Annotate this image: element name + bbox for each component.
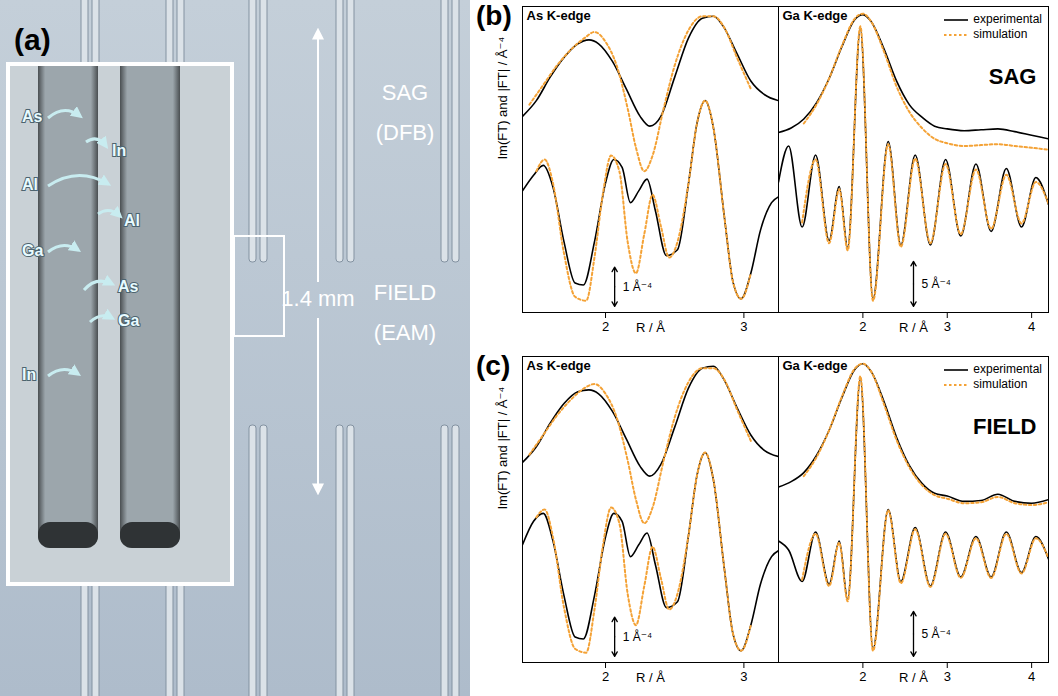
svg-text:1 Å⁻⁴: 1 Å⁻⁴ bbox=[623, 279, 653, 294]
svg-text:Im(FT) and |FT| / Å⁻⁴: Im(FT) and |FT| / Å⁻⁴ bbox=[495, 37, 510, 159]
svg-text:Ga K-edge: Ga K-edge bbox=[783, 8, 848, 23]
svg-text:SAG(DFB): SAG(DFB) bbox=[376, 80, 435, 145]
svg-text:3: 3 bbox=[944, 319, 951, 334]
svg-text:2: 2 bbox=[859, 669, 866, 684]
svg-text:2: 2 bbox=[602, 669, 609, 684]
svg-text:As: As bbox=[118, 278, 139, 295]
svg-text:(a): (a) bbox=[14, 23, 51, 56]
svg-text:In: In bbox=[112, 142, 126, 159]
svg-text:Al: Al bbox=[22, 176, 38, 193]
svg-text:FIELD: FIELD bbox=[973, 414, 1037, 439]
svg-text:3: 3 bbox=[740, 669, 747, 684]
svg-text:1 Å⁻⁴: 1 Å⁻⁴ bbox=[623, 629, 653, 644]
html-text:(b): (b) bbox=[476, 0, 512, 31]
svg-text:Ga: Ga bbox=[22, 242, 43, 259]
html-text:(c): (c) bbox=[476, 350, 511, 381]
svg-text:R / Å: R / Å bbox=[636, 670, 665, 685]
html-text:experimental: experimental bbox=[973, 362, 1042, 376]
svg-text:3: 3 bbox=[740, 319, 747, 334]
svg-text:2: 2 bbox=[602, 319, 609, 334]
svg-text:4: 4 bbox=[1028, 319, 1035, 334]
svg-text:Im(FT) and |FT| / Å⁻⁴: Im(FT) and |FT| / Å⁻⁴ bbox=[495, 387, 510, 509]
html-text:simulation: simulation bbox=[973, 377, 1028, 391]
html-text:simulation: simulation bbox=[973, 27, 1028, 41]
svg-text:4: 4 bbox=[1028, 669, 1035, 684]
svg-text:Ga: Ga bbox=[118, 312, 139, 329]
svg-text:3: 3 bbox=[944, 669, 951, 684]
svg-text:SAG: SAG bbox=[989, 64, 1037, 89]
svg-text:As K-edge: As K-edge bbox=[527, 358, 591, 373]
svg-text:As K-edge: As K-edge bbox=[527, 8, 591, 23]
svg-text:R / Å: R / Å bbox=[899, 320, 928, 335]
svg-text:In: In bbox=[22, 366, 36, 383]
svg-text:As: As bbox=[22, 108, 43, 125]
svg-text:1.4 mm: 1.4 mm bbox=[281, 286, 354, 311]
svg-text:2: 2 bbox=[859, 319, 866, 334]
svg-text:5 Å⁻⁴: 5 Å⁻⁴ bbox=[922, 276, 952, 291]
svg-text:FIELD(EAM): FIELD(EAM) bbox=[374, 280, 436, 345]
svg-text:5 Å⁻⁴: 5 Å⁻⁴ bbox=[922, 626, 952, 641]
svg-text:Al: Al bbox=[124, 212, 140, 229]
svg-text:R / Å: R / Å bbox=[636, 320, 665, 335]
svg-text:Ga K-edge: Ga K-edge bbox=[783, 358, 848, 373]
svg-text:R / Å: R / Å bbox=[899, 670, 928, 685]
html-text:experimental: experimental bbox=[973, 12, 1042, 26]
